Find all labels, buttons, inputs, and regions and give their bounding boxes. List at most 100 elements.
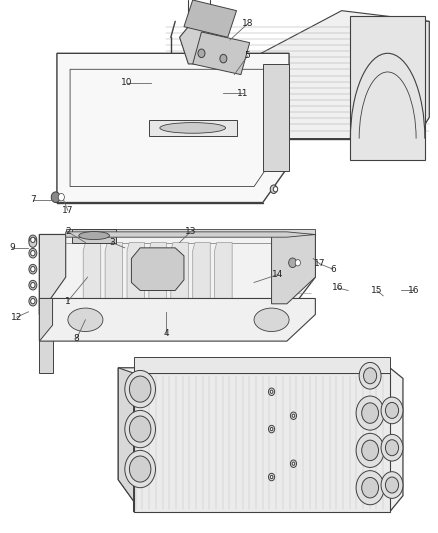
Polygon shape	[350, 16, 425, 160]
Text: 9: 9	[9, 244, 15, 252]
Polygon shape	[272, 235, 315, 304]
Text: 10: 10	[121, 78, 133, 87]
Polygon shape	[131, 248, 184, 290]
Circle shape	[290, 460, 297, 467]
Polygon shape	[39, 314, 53, 373]
Polygon shape	[118, 368, 403, 512]
Circle shape	[364, 368, 377, 384]
Ellipse shape	[79, 231, 110, 239]
Circle shape	[385, 477, 399, 493]
Ellipse shape	[160, 123, 226, 133]
Circle shape	[295, 260, 300, 266]
Circle shape	[51, 192, 60, 203]
Polygon shape	[166, 11, 429, 139]
Circle shape	[362, 403, 378, 423]
Circle shape	[31, 298, 35, 304]
Circle shape	[29, 264, 37, 274]
Circle shape	[268, 473, 275, 481]
Polygon shape	[184, 0, 237, 37]
Text: 2: 2	[65, 228, 71, 236]
Polygon shape	[105, 243, 123, 306]
Ellipse shape	[68, 308, 103, 332]
Circle shape	[31, 237, 35, 243]
Polygon shape	[171, 243, 188, 306]
Polygon shape	[134, 357, 390, 373]
Polygon shape	[39, 235, 315, 314]
Circle shape	[29, 280, 37, 290]
Polygon shape	[263, 64, 289, 171]
Circle shape	[292, 414, 295, 417]
Circle shape	[356, 471, 384, 505]
Circle shape	[220, 54, 227, 63]
Circle shape	[31, 282, 35, 288]
Text: 4: 4	[164, 329, 169, 337]
Circle shape	[359, 362, 381, 389]
Circle shape	[362, 440, 378, 461]
Circle shape	[385, 402, 399, 418]
Circle shape	[290, 412, 297, 419]
Text: 11: 11	[237, 89, 249, 98]
Circle shape	[129, 456, 151, 482]
Polygon shape	[215, 243, 232, 306]
Polygon shape	[127, 243, 145, 306]
Polygon shape	[39, 298, 315, 341]
Polygon shape	[149, 243, 166, 306]
Polygon shape	[39, 298, 53, 341]
Text: 6: 6	[330, 265, 336, 273]
Circle shape	[362, 478, 378, 498]
Circle shape	[381, 397, 403, 424]
Text: 7: 7	[30, 196, 36, 204]
Text: 12: 12	[11, 313, 22, 321]
Polygon shape	[118, 368, 134, 501]
Text: 15: 15	[371, 286, 382, 295]
Circle shape	[31, 251, 35, 256]
Polygon shape	[403, 21, 429, 139]
Text: 18: 18	[242, 20, 253, 28]
Polygon shape	[193, 243, 210, 306]
Circle shape	[289, 258, 297, 268]
Polygon shape	[83, 243, 101, 306]
Text: 5: 5	[244, 52, 251, 60]
Polygon shape	[39, 235, 66, 314]
Circle shape	[292, 462, 295, 465]
Circle shape	[29, 238, 37, 247]
Circle shape	[356, 433, 384, 467]
Circle shape	[29, 235, 37, 245]
Text: 17: 17	[62, 206, 74, 215]
Text: 17: 17	[314, 260, 325, 268]
Circle shape	[381, 434, 403, 461]
Polygon shape	[57, 53, 289, 203]
Circle shape	[125, 370, 155, 408]
Circle shape	[29, 296, 37, 306]
Text: 16: 16	[332, 284, 343, 292]
Circle shape	[273, 187, 278, 192]
Polygon shape	[134, 373, 390, 512]
Circle shape	[31, 266, 35, 272]
Circle shape	[129, 416, 151, 442]
Polygon shape	[193, 32, 250, 75]
Polygon shape	[66, 229, 315, 235]
Polygon shape	[72, 229, 116, 243]
Circle shape	[129, 376, 151, 402]
Circle shape	[356, 396, 384, 430]
Circle shape	[270, 390, 273, 393]
Circle shape	[268, 425, 275, 433]
Circle shape	[125, 410, 155, 448]
Text: 16: 16	[408, 286, 420, 295]
Polygon shape	[180, 16, 219, 64]
Text: 8: 8	[74, 334, 80, 343]
Polygon shape	[149, 120, 237, 136]
Text: 1: 1	[65, 297, 71, 305]
Circle shape	[198, 49, 205, 58]
Text: 13: 13	[185, 228, 196, 236]
Circle shape	[270, 475, 273, 479]
Ellipse shape	[254, 308, 289, 332]
Text: 14: 14	[272, 270, 284, 279]
Circle shape	[381, 472, 403, 498]
Circle shape	[29, 248, 37, 258]
Circle shape	[268, 388, 275, 395]
Circle shape	[125, 450, 155, 488]
Polygon shape	[66, 232, 315, 237]
Text: 3: 3	[109, 238, 115, 247]
Circle shape	[58, 193, 64, 201]
